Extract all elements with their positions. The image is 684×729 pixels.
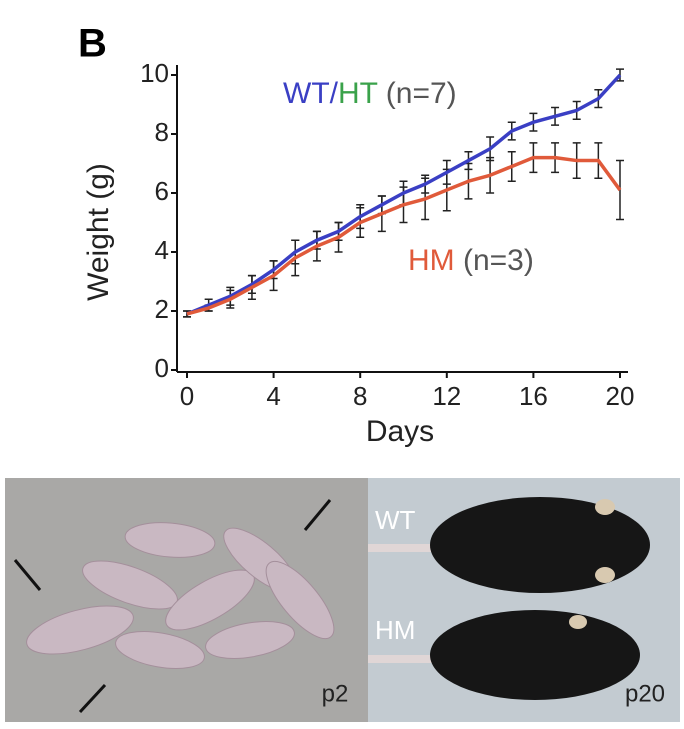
x-tick-label: 8: [353, 381, 367, 411]
annotation-part: HM: [408, 244, 455, 277]
y-tick-label: 8: [155, 117, 169, 147]
annotation-part: (n=7): [377, 77, 456, 110]
y-tick-label: 10: [140, 58, 169, 88]
photo-row-label: HM: [375, 615, 415, 645]
photo-right-label: p20: [625, 680, 665, 707]
x-tick-label: 4: [266, 381, 280, 411]
annotation: HM (n=3): [408, 244, 534, 277]
photo-row-label: WT: [375, 505, 416, 535]
x-tick-label: 0: [180, 381, 194, 411]
y-tick-label: 0: [155, 353, 169, 383]
y-tick-label: 6: [155, 176, 169, 206]
data-line: [186, 73, 622, 316]
y-axis-label: Weight (g): [82, 163, 115, 301]
annotation-part: HT: [338, 77, 378, 110]
annotation-part: /: [330, 77, 339, 110]
panel-label: B: [78, 22, 107, 66]
x-tick-label: 20: [606, 381, 635, 411]
photo-left: [5, 478, 368, 722]
photo-right: [368, 478, 680, 722]
data-line: [186, 155, 622, 316]
annotation-part: WT: [283, 77, 330, 110]
x-tick-label: 16: [519, 381, 548, 411]
photo-left-label: p2: [322, 680, 349, 707]
y-tick-label: 4: [155, 235, 169, 265]
x-axis-label: Days: [366, 415, 434, 448]
annotation-part: (n=3): [455, 244, 534, 277]
x-tick-label: 12: [432, 381, 461, 411]
y-tick-label: 2: [155, 294, 169, 324]
annotation: WT/HT (n=7): [283, 77, 457, 110]
